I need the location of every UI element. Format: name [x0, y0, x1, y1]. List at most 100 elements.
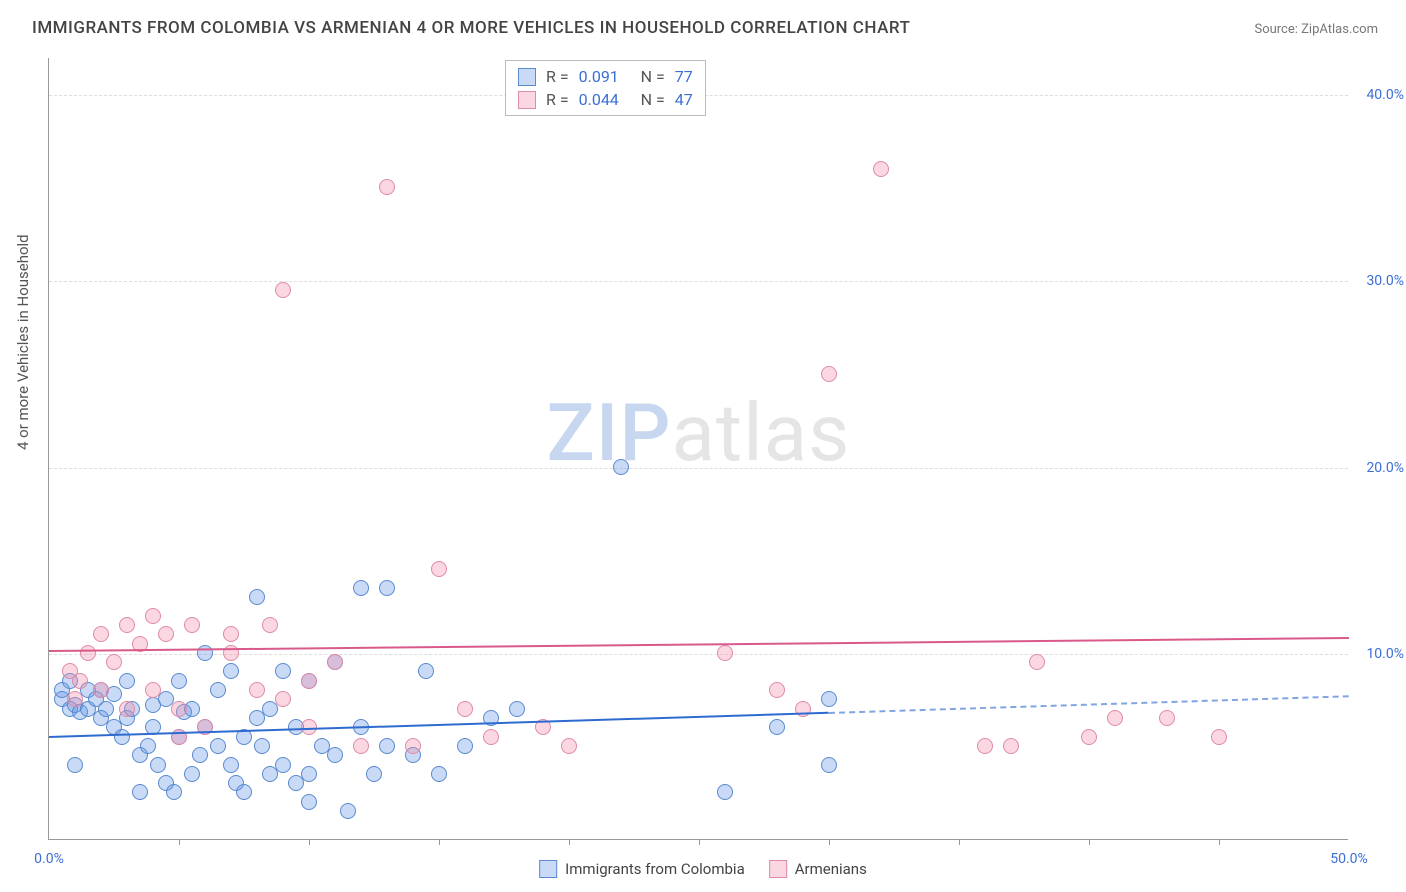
x-tick — [829, 839, 830, 845]
x-tick — [439, 839, 440, 845]
stats-row: R =0.091N =77 — [518, 65, 693, 88]
data-point — [1107, 710, 1123, 726]
x-tick — [309, 839, 310, 845]
data-point — [379, 738, 395, 754]
data-point — [483, 729, 499, 745]
data-point — [223, 626, 239, 642]
watermark-zip: ZIP — [547, 386, 672, 480]
stat-r-label: R = — [546, 90, 569, 109]
data-point — [158, 626, 174, 642]
data-point — [67, 691, 83, 707]
data-point — [171, 673, 187, 689]
data-point — [977, 738, 993, 754]
data-point — [379, 179, 395, 195]
data-point — [821, 366, 837, 382]
legend-label: Armenians — [795, 860, 867, 878]
data-point — [93, 682, 109, 698]
data-point — [223, 757, 239, 773]
x-tick — [959, 839, 960, 845]
data-point — [275, 663, 291, 679]
data-point — [72, 673, 88, 689]
stat-n-label: N = — [641, 90, 665, 109]
data-point — [769, 719, 785, 735]
data-point — [340, 803, 356, 819]
data-point — [184, 617, 200, 633]
data-point — [171, 701, 187, 717]
data-point — [80, 645, 96, 661]
data-point — [145, 682, 161, 698]
data-point — [717, 645, 733, 661]
legend-swatch — [518, 68, 536, 86]
x-tick — [699, 839, 700, 845]
data-point — [561, 738, 577, 754]
data-point — [327, 654, 343, 670]
data-point — [873, 161, 889, 177]
data-point — [418, 663, 434, 679]
data-point — [301, 673, 317, 689]
data-point — [119, 617, 135, 633]
y-tick-label: 10.0% — [1366, 646, 1404, 662]
gridline — [49, 468, 1348, 469]
data-point — [431, 561, 447, 577]
data-point — [67, 757, 83, 773]
data-point — [254, 738, 270, 754]
legend-item: Armenians — [769, 860, 867, 878]
data-point — [327, 747, 343, 763]
data-point — [366, 766, 382, 782]
trend-line-extrapolated — [829, 695, 1349, 714]
legend-label: Immigrants from Colombia — [565, 860, 745, 878]
data-point — [769, 682, 785, 698]
stat-n-value: 77 — [675, 67, 693, 86]
data-point — [821, 691, 837, 707]
y-tick-label: 30.0% — [1366, 273, 1404, 289]
data-point — [262, 617, 278, 633]
watermark-atlas: atlas — [672, 386, 851, 480]
data-point — [140, 738, 156, 754]
data-point — [275, 282, 291, 298]
stats-row: R =0.044N =47 — [518, 88, 693, 111]
trend-line — [49, 712, 829, 738]
stat-r-value: 0.091 — [579, 67, 631, 86]
data-point — [1003, 738, 1019, 754]
data-point — [132, 784, 148, 800]
data-point — [106, 654, 122, 670]
x-tick — [179, 839, 180, 845]
data-point — [236, 784, 252, 800]
data-point — [192, 747, 208, 763]
data-point — [184, 766, 200, 782]
data-point — [457, 701, 473, 717]
trend-line — [49, 637, 1349, 652]
bottom-legend: Immigrants from Colombia Armenians — [539, 860, 867, 878]
stat-n-label: N = — [641, 67, 665, 86]
data-point — [119, 673, 135, 689]
data-point — [301, 766, 317, 782]
data-point — [166, 784, 182, 800]
data-point — [249, 589, 265, 605]
x-tick — [569, 839, 570, 845]
data-point — [457, 738, 473, 754]
y-axis-label: 4 or more Vehicles in Household — [14, 234, 32, 450]
chart-title: IMMIGRANTS FROM COLOMBIA VS ARMENIAN 4 O… — [32, 18, 910, 38]
x-tick — [1219, 839, 1220, 845]
y-tick-label: 40.0% — [1366, 87, 1404, 103]
legend-item: Immigrants from Colombia — [539, 860, 745, 878]
stat-r-value: 0.044 — [579, 90, 631, 109]
x-tick — [1089, 839, 1090, 845]
legend-swatch — [518, 91, 536, 109]
source-label: Source: ZipAtlas.com — [1254, 22, 1378, 37]
data-point — [1081, 729, 1097, 745]
data-point — [717, 784, 733, 800]
data-point — [114, 729, 130, 745]
data-point — [821, 757, 837, 773]
data-point — [1029, 654, 1045, 670]
data-point — [1159, 710, 1175, 726]
data-point — [509, 701, 525, 717]
data-point — [275, 691, 291, 707]
data-point — [405, 738, 421, 754]
watermark: ZIPatlas — [547, 386, 851, 480]
data-point — [431, 766, 447, 782]
stats-legend-box: R =0.091N =77R =0.044N =47 — [505, 60, 706, 116]
data-point — [197, 645, 213, 661]
data-point — [613, 459, 629, 475]
data-point — [93, 626, 109, 642]
